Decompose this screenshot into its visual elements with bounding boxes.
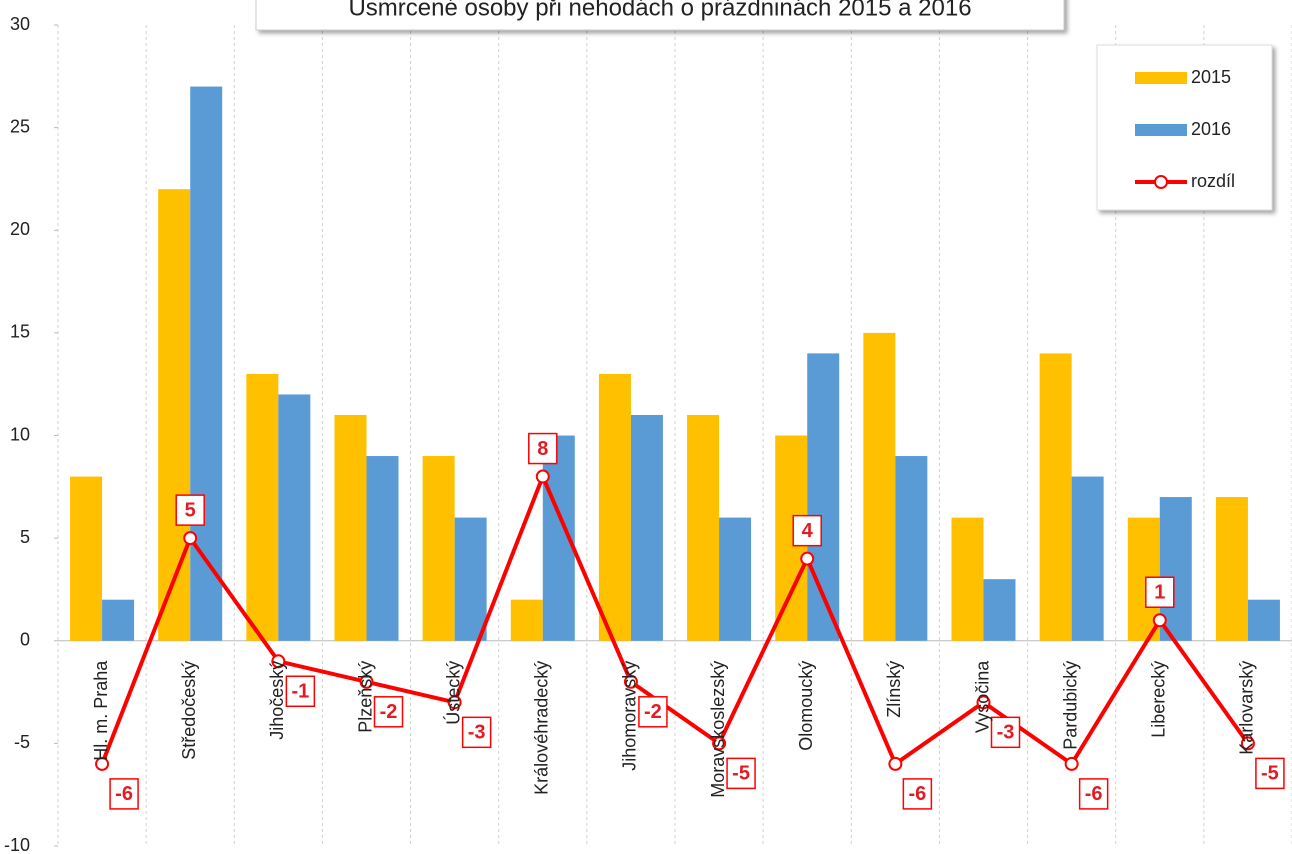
bar	[983, 579, 1016, 641]
y-tick-label: -5	[14, 732, 30, 752]
x-tick-label: Ústecký	[442, 661, 463, 725]
x-tick-label: Plzeňský	[355, 661, 375, 733]
marker	[535, 469, 550, 484]
value-label: 5	[185, 499, 196, 521]
value-label: -6	[115, 783, 133, 805]
x-tick-label: Jihočeský	[267, 661, 287, 740]
bar	[687, 414, 720, 641]
marker	[888, 756, 903, 771]
y-tick-label: 30	[10, 14, 30, 34]
y-tick-label: 5	[20, 527, 30, 547]
marker	[1240, 736, 1255, 751]
x-tick-label: Pardubický	[1060, 661, 1080, 750]
value-label-box	[285, 675, 316, 708]
y-tick-label: 0	[20, 630, 30, 650]
bar	[1039, 353, 1072, 641]
x-tick-label: Hl. m. Praha	[91, 660, 111, 761]
value-label-box	[792, 514, 822, 547]
marker	[623, 674, 638, 689]
marker	[183, 531, 198, 546]
value-label: -1	[291, 681, 309, 703]
y-tick-label: 15	[10, 322, 30, 342]
marker	[800, 551, 815, 566]
value-label-box	[373, 696, 404, 728]
x-tick-label: Moravskoslezský	[708, 661, 728, 798]
marker	[447, 695, 462, 710]
x-tick-label: Vysočina	[972, 660, 992, 733]
legend-swatch	[1154, 175, 1168, 189]
marker	[271, 654, 286, 669]
title-box	[255, 0, 1065, 31]
bar	[422, 456, 455, 641]
bar	[630, 414, 663, 641]
value-label-box	[1145, 576, 1175, 608]
value-label: 4	[802, 520, 814, 542]
legend-label: rozdíl	[1191, 171, 1235, 191]
bar	[1071, 476, 1104, 641]
marker	[95, 756, 110, 771]
value-label: 8	[537, 438, 548, 460]
marker	[1152, 613, 1167, 628]
bar	[895, 456, 928, 641]
legend-label: 2015	[1191, 67, 1231, 87]
y-tick-label: 20	[10, 219, 30, 239]
marker	[1064, 756, 1079, 771]
x-tick-label: Zlínský	[884, 661, 904, 718]
x-tick-label: Liberecký	[1149, 661, 1169, 738]
value-label: -6	[908, 783, 926, 805]
legend-swatch	[1135, 72, 1187, 84]
line	[100, 471, 1250, 767]
marker	[359, 674, 374, 689]
bar	[454, 517, 487, 641]
value-label: -6	[1085, 783, 1103, 805]
value-label-box	[175, 494, 205, 526]
value-label: 1	[1154, 582, 1165, 604]
x-tick-label: Karlovarský	[1237, 661, 1257, 755]
plot-area: -10 -5 0 5 10 15 20 25 30 -6 5 -1 -2 -3 8 -2 -5 4 -6 -3 -6 1 -…	[4, 14, 1292, 854]
chart-title: Usmrcené osoby při nehodách o prázdninác…	[348, 0, 971, 21]
bar	[1247, 599, 1280, 641]
bar	[598, 373, 631, 641]
bar	[863, 332, 896, 641]
y-tick-label: -10	[4, 835, 30, 854]
value-label-box	[109, 778, 139, 810]
x-tick-label: Olomoucký	[796, 661, 816, 751]
bar	[1215, 497, 1248, 641]
x-tick-label: Královéhradecký	[532, 661, 552, 795]
value-label-box	[461, 716, 492, 749]
value-label-box	[902, 778, 933, 810]
legend-swatch	[1135, 124, 1187, 136]
y-tick-label: 10	[10, 424, 30, 444]
value-label-box	[1078, 778, 1109, 810]
bar	[102, 599, 135, 641]
value-label: -3	[997, 722, 1015, 744]
value-label: -3	[468, 722, 486, 744]
marker	[976, 695, 991, 710]
value-label: -2	[380, 701, 398, 723]
bar	[951, 517, 984, 641]
value-label-box	[528, 432, 558, 465]
value-label-box	[990, 716, 1021, 749]
value-label: -5	[1261, 763, 1279, 785]
bar	[246, 373, 279, 641]
y-tick-label: 25	[10, 116, 30, 136]
legend-label: 2016	[1191, 119, 1231, 139]
x-tick-label: Středočeský	[179, 661, 199, 760]
value-label-box	[1255, 757, 1285, 790]
bar	[278, 394, 311, 641]
value-label: -2	[644, 701, 662, 723]
bar	[70, 476, 103, 641]
x-tick-label: Jihomoravský	[620, 661, 640, 771]
bar	[719, 517, 752, 641]
value-label-box	[638, 696, 668, 728]
bar	[510, 599, 543, 641]
bar	[158, 189, 191, 641]
bar	[334, 414, 367, 641]
bar	[366, 456, 399, 641]
value-label-box	[726, 757, 756, 790]
value-label: -5	[732, 763, 750, 785]
marker	[712, 736, 727, 751]
